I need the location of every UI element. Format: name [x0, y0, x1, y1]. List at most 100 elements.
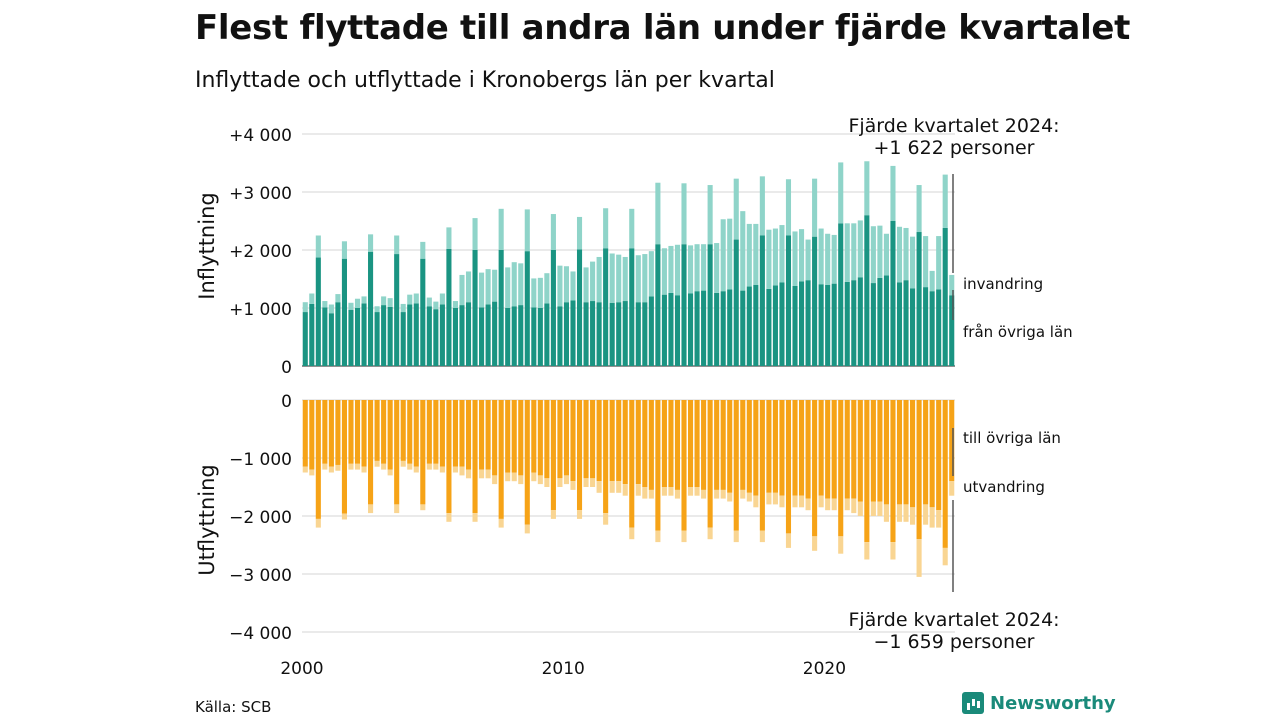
bar-utvandring [524, 524, 530, 534]
bar-utvandring [335, 464, 341, 471]
bar-fran-ovriga-lan [433, 309, 439, 366]
bar-till-ovriga-lan [949, 400, 955, 482]
bottom-ytick-label: −3 000 [229, 566, 292, 586]
bar-utvandring [870, 501, 876, 516]
bar-till-ovriga-lan [361, 400, 367, 467]
bar-invandring [929, 270, 935, 292]
bar-till-ovriga-lan [733, 400, 739, 531]
bar-utvandring [492, 475, 498, 485]
bar-till-ovriga-lan [727, 400, 733, 493]
bar-till-ovriga-lan [707, 400, 713, 528]
bar-invandring [661, 248, 667, 295]
bar-till-ovriga-lan [465, 400, 472, 470]
bar-fran-ovriga-lan [407, 304, 413, 366]
bar-fran-ovriga-lan [896, 282, 903, 366]
bar-utvandring [498, 518, 504, 528]
legend-label-fran-ovriga-lan: från övriga län [963, 323, 1073, 341]
bar-utvandring [838, 536, 844, 554]
bar-utvandring [733, 530, 739, 543]
bar-utvandring [518, 475, 524, 485]
chart-title: Flest flyttade till andra län under fjär… [195, 8, 1131, 48]
bar-till-ovriga-lan [596, 400, 602, 482]
bar-fran-ovriga-lan [479, 307, 485, 366]
bar-utvandring [785, 533, 792, 548]
bar-invandring [524, 209, 530, 252]
bar-invandring [309, 293, 315, 304]
bar-fran-ovriga-lan [544, 303, 550, 366]
bar-till-ovriga-lan [341, 400, 347, 514]
bar-fran-ovriga-lan [772, 285, 778, 366]
bar-fran-ovriga-lan [302, 312, 308, 366]
bar-till-ovriga-lan [779, 400, 785, 496]
bar-utvandring [883, 504, 889, 522]
bar-till-ovriga-lan [877, 400, 883, 502]
bar-utvandring [798, 495, 805, 508]
bar-invandring [759, 176, 765, 236]
bar-utvandring [687, 487, 694, 496]
bar-invandring [505, 267, 511, 308]
bar-fran-ovriga-lan [681, 244, 687, 366]
bar-invandring [479, 272, 485, 308]
bar-fran-ovriga-lan [341, 258, 347, 366]
bar-invandring [302, 302, 308, 313]
bar-fran-ovriga-lan [714, 292, 720, 366]
bar-till-ovriga-lan [838, 400, 844, 537]
bar-utvandring [896, 504, 903, 522]
bar-fran-ovriga-lan [596, 302, 602, 366]
bar-invandring [720, 219, 726, 292]
bar-invandring [518, 263, 524, 306]
bar-fran-ovriga-lan [779, 282, 785, 366]
bar-invandring [753, 223, 759, 285]
bar-till-ovriga-lan [798, 400, 805, 496]
bar-utvandring [616, 481, 622, 493]
bar-invandring [459, 274, 465, 306]
bar-utvandring [949, 481, 955, 496]
bar-invandring [844, 223, 850, 282]
bar-invandring [537, 277, 543, 308]
bar-till-ovriga-lan [923, 400, 929, 505]
bar-fran-ovriga-lan [374, 312, 380, 366]
annotation-bottom-line1: Fjärde kvartalet 2024: [848, 609, 1059, 631]
bar-fran-ovriga-lan [387, 306, 393, 366]
bar-utvandring [394, 504, 400, 514]
bar-utvandring [910, 507, 916, 525]
bar-fran-ovriga-lan [916, 232, 922, 366]
bar-invandring [779, 225, 785, 283]
bar-invandring [498, 208, 504, 250]
bar-till-ovriga-lan [890, 400, 896, 543]
bar-invandring [668, 245, 674, 293]
bar-invandring [354, 298, 361, 308]
bar-invandring [942, 174, 948, 228]
bar-utvandring [531, 472, 537, 482]
bar-till-ovriga-lan [563, 400, 570, 476]
bar-utvandring [576, 510, 583, 519]
bar-invandring [629, 208, 635, 249]
bar-till-ovriga-lan [387, 400, 393, 470]
bar-utvandring [674, 489, 681, 499]
bar-utvandring [629, 527, 635, 540]
bar-fran-ovriga-lan [883, 275, 889, 366]
bar-invandring [426, 297, 432, 307]
bar-till-ovriga-lan [328, 400, 334, 467]
bar-utvandring [772, 492, 778, 505]
bar-utvandring [603, 513, 609, 525]
xtick-label: 2010 [542, 659, 585, 679]
bar-utvandring [563, 475, 570, 485]
bar-till-ovriga-lan [844, 400, 850, 499]
legend-label-till-ovriga-lan: till övriga län [963, 429, 1061, 447]
bar-fran-ovriga-lan [570, 300, 576, 366]
bar-utvandring [341, 513, 347, 520]
bar-invandring [818, 228, 824, 285]
bar-utvandring [792, 495, 798, 508]
bar-utvandring [570, 481, 576, 490]
bar-invandring [949, 274, 955, 296]
bar-fran-ovriga-lan [420, 258, 426, 366]
bar-fran-ovriga-lan [687, 293, 694, 366]
bar-invandring [361, 296, 367, 304]
bar-invandring [642, 254, 648, 303]
bar-invandring [368, 234, 374, 252]
bar-till-ovriga-lan [485, 400, 491, 470]
bar-fran-ovriga-lan [629, 248, 635, 366]
bar-fran-ovriga-lan [674, 295, 681, 366]
bar-invandring [590, 261, 596, 302]
